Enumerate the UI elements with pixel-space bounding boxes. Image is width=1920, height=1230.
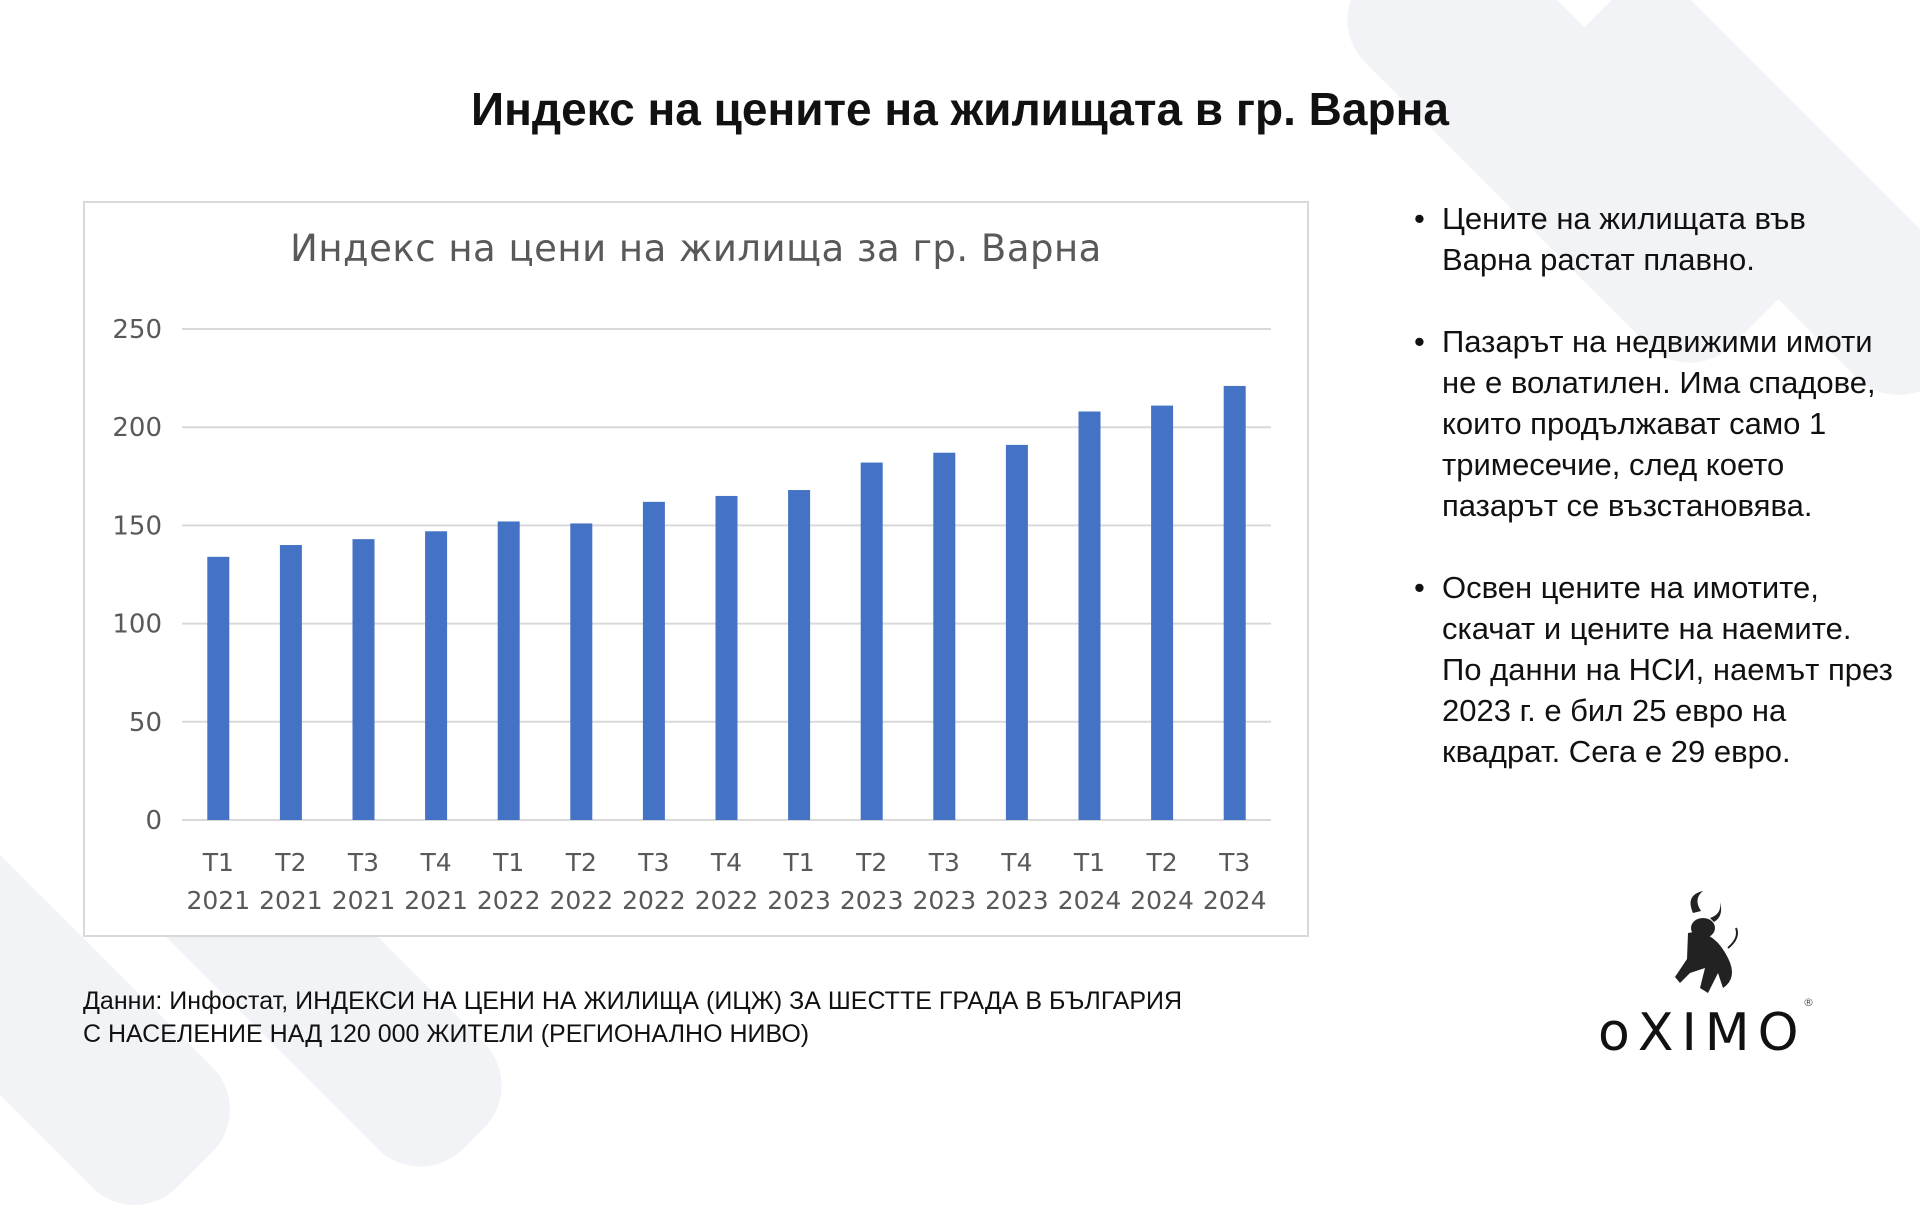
oximo-logo: oXIMO ® [1598,888,1818,1058]
source-note: Данни: Инфостат, ИНДЕКСИ НА ЦЕНИ НА ЖИЛИ… [83,987,1183,1048]
bar [788,490,811,820]
x-tick-label: Т2 2023 [840,848,904,915]
bar [570,523,593,820]
y-tick-label: 200 [112,413,162,443]
x-tick-label: Т1 2022 [477,848,541,915]
bar [1078,411,1101,820]
bar [642,501,665,820]
x-tick-label: Т3 2021 [332,848,396,915]
x-tick-label: Т4 2022 [695,848,759,915]
logo-text: oXIMO [1598,1003,1807,1058]
y-tick-label: 250 [112,315,162,345]
bar [425,531,448,820]
page-title: Индекс на цените на жилищата в гр. Варна [471,83,1449,135]
bar [352,539,375,820]
y-tick-label: 0 [145,806,162,836]
bar-chart: Индекс на цени на жилища за гр. Варна 0 5… [83,201,1309,937]
x-tick-label: Т2 2022 [549,848,613,915]
bar [715,495,738,820]
x-tick-label: Т4 2023 [985,848,1049,915]
y-tick-label: 50 [129,708,162,738]
x-tick-label: Т2 2021 [259,848,323,915]
x-tick-label: Т3 2023 [912,848,976,915]
svg-text:®: ® [1803,996,1814,1009]
x-tick-label: Т1 2024 [1058,848,1122,915]
bullet-list: Цените на жилищата във Варна растат плав… [1414,198,1894,813]
x-tick-label: Т1 2021 [186,848,250,915]
bull-icon [1675,891,1738,993]
y-tick-label: 150 [112,511,162,541]
bar [1151,405,1174,820]
bar [933,452,956,820]
bar [1223,385,1246,820]
bullet-item: Цените на жилищата във Варна растат плав… [1414,198,1894,280]
x-tick-label: Т2 2024 [1130,848,1194,915]
x-tick-label: Т1 2023 [767,848,831,915]
x-tick-label: Т4 2021 [404,848,468,915]
x-tick-label: Т3 2024 [1203,848,1267,915]
bar [207,556,230,820]
bar [860,462,883,820]
x-tick-label: Т3 2022 [622,848,686,915]
bar [1005,444,1028,820]
bar [279,545,302,820]
y-tick-label: 100 [112,610,162,640]
bullet-item: Пазарът на недвижими имоти не е волатиле… [1414,321,1894,526]
bullet-item: Освен цените на имотите, скачат и цените… [1414,567,1894,772]
chart-title: Индекс на цени на жилища за гр. Варна [290,227,1102,270]
bar [497,521,520,820]
